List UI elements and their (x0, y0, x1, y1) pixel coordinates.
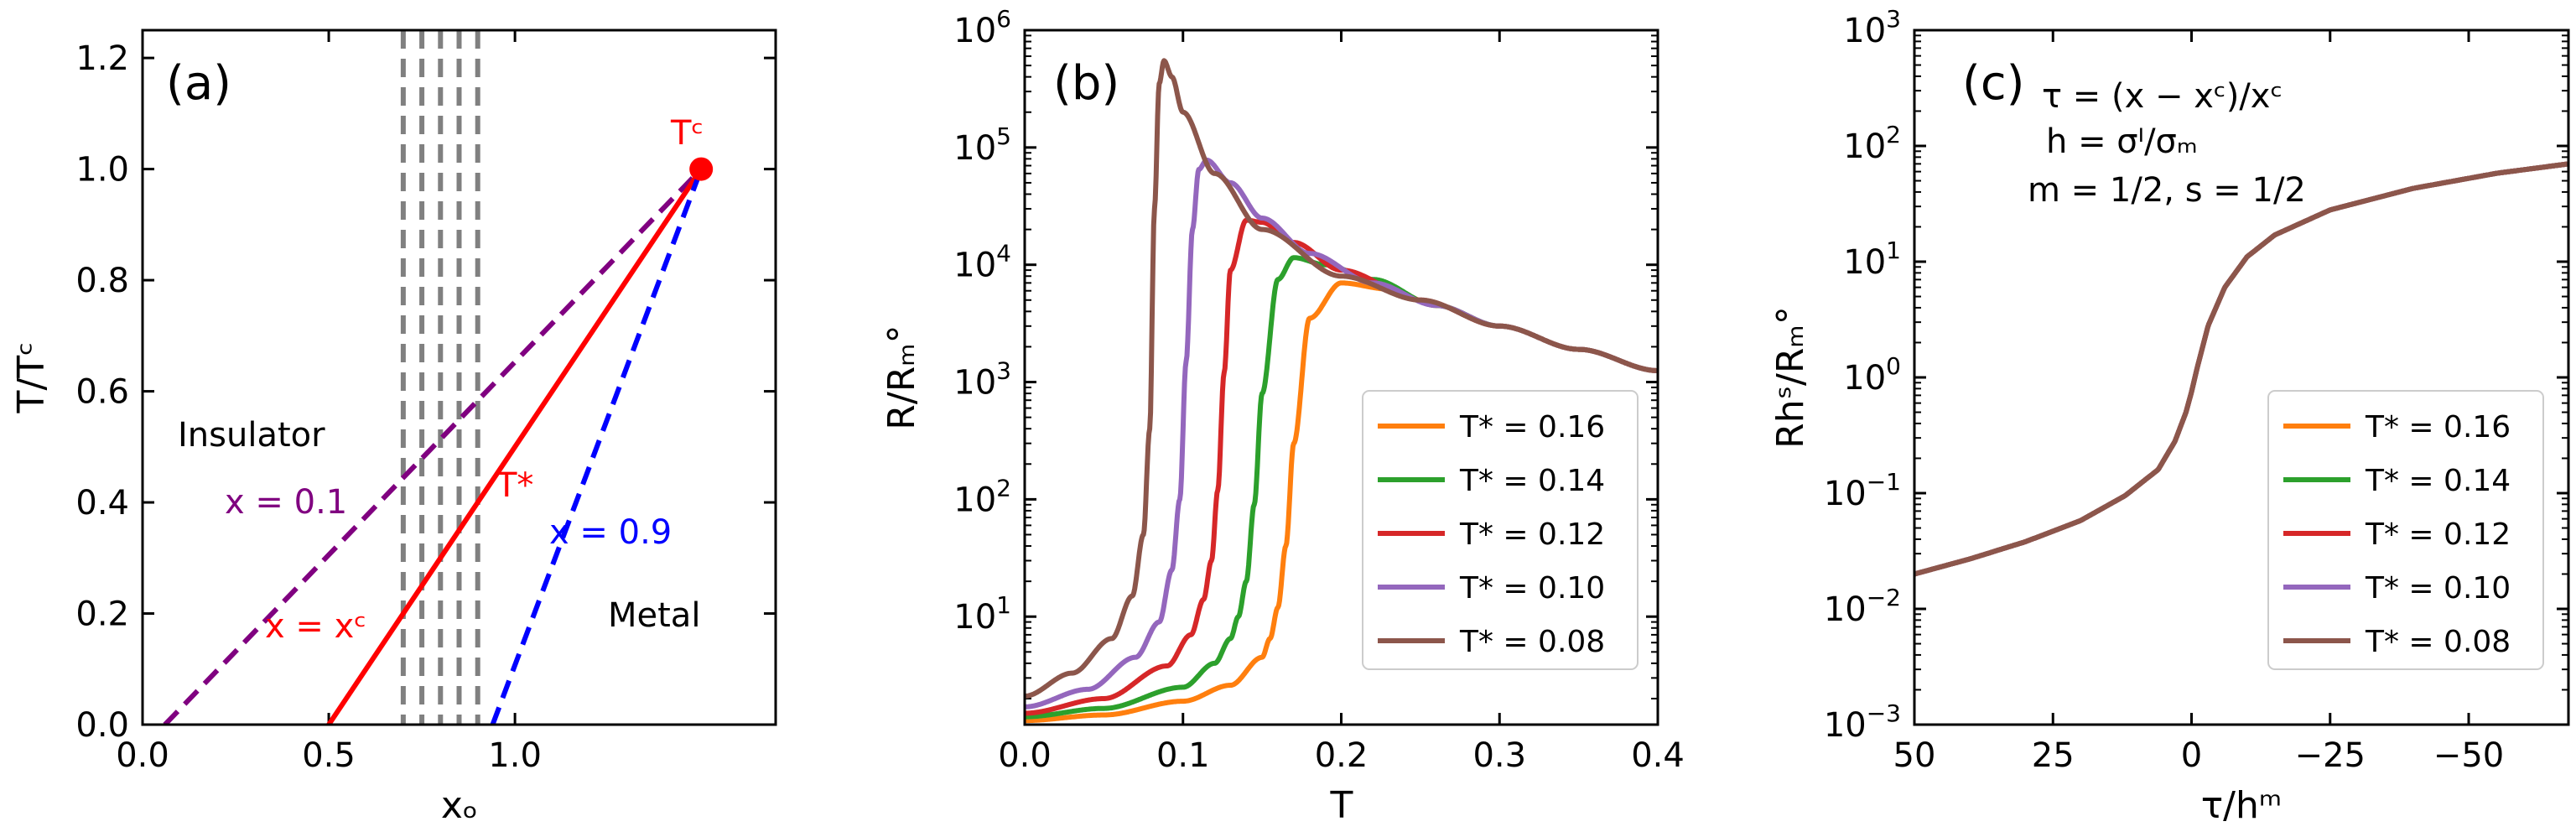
panel-c-xtick-label: −25 (2295, 736, 2366, 775)
panel-c-ytick-label: 100 (1843, 352, 1901, 398)
panel-a-xtick-label: 0.0 (116, 736, 169, 775)
panel-c-ytick-label: 101 (1843, 237, 1901, 282)
panel-c-xtick-label: 50 (1893, 736, 1936, 775)
panel-b-ticks: 0.0 0.1 0.2 0.3 0.4 101 102 103 104 105 106 (953, 5, 1685, 775)
tstar-label: T* (496, 466, 533, 505)
panel-a-ytick-label: 0.4 (75, 484, 129, 522)
panel-c-ticks: 50 25 0 −25 −50 10−3 10−2 10−1 100 101 102 103 (1824, 5, 2568, 775)
panel-b-ytick-label: 104 (953, 240, 1011, 285)
panel-b-curves (1025, 58, 1658, 724)
panel-c-frame (1913, 29, 2570, 726)
panel-b-legend: T* = 0.16 T* = 0.14 T* = 0.12 T* = 0.10 T* =… (1362, 390, 1639, 670)
panel-c-ytick-label: 10−1 (1824, 468, 1901, 513)
panel-c-ytick-label: 103 (1843, 5, 1901, 50)
panel-a-xlabel: xₒ (441, 784, 478, 827)
panel-b-legend-label: T* = 0.10 (1459, 571, 1605, 606)
panel-b-legend-label: T* = 0.14 (1459, 464, 1605, 498)
x-xc-label: x = xᶜ (265, 607, 366, 646)
equation-h: h = σᴵ/σₘ (2046, 122, 2198, 161)
line-x-0.9 (490, 168, 704, 725)
curve-tstar-0.08 (1025, 58, 1658, 699)
panel-c-ylabel: Rhˢ/Rₘ° (1769, 306, 1812, 449)
panel-b-legend-label: T* = 0.16 (1459, 410, 1605, 444)
panel-b-ytick-label: 102 (953, 474, 1011, 519)
critical-point-tc (689, 157, 714, 181)
panel-c-ytick-label: 10−2 (1824, 584, 1901, 629)
panel-c-legend: T* = 0.16 T* = 0.14 T* = 0.12 T* = 0.10 T* =… (2267, 390, 2544, 670)
panel-a-ylabel: T/Tᶜ (10, 342, 53, 414)
panel-c-ytick-label: 102 (1843, 121, 1901, 166)
line-x-xc (326, 167, 704, 725)
x-0.9-label: x = 0.9 (549, 513, 672, 552)
panel-a-xtick-label: 0.5 (302, 736, 356, 775)
panel-c-legend-label: T* = 0.10 (2365, 571, 2511, 606)
panel-b-legend-box (1362, 390, 1639, 670)
panel-c-legend-label: T* = 0.14 (2365, 464, 2511, 498)
panel-c-legend-label: T* = 0.08 (2365, 625, 2511, 659)
panel-a-frame (141, 29, 777, 726)
insulator-label: Insulator (178, 416, 325, 455)
panel-b-ytick-label: 105 (953, 122, 1011, 168)
line-x-0.1 (163, 167, 704, 725)
panel-c-xtick-label: −50 (2433, 736, 2504, 775)
panel-a-ytick-label: 1.2 (75, 39, 129, 78)
panel-b-legend-label: T* = 0.12 (1459, 517, 1605, 552)
panel-b-xtick-label: 0.2 (1315, 736, 1368, 775)
panel-c-xlabel: τ/hᵐ (2201, 784, 2283, 827)
panel-b-ylabel: R/Rₘ° (880, 325, 923, 429)
panel-a-ytick-label: 0.6 (75, 373, 129, 412)
panel-a-ytick-label: 0.2 (75, 595, 129, 634)
panel-a-xtick-label: 1.0 (488, 736, 542, 775)
panel-c-xtick-label: 0 (2181, 736, 2202, 775)
panel-c-label: (c) (1962, 56, 2024, 111)
panel-b-xtick-label: 0.0 (998, 736, 1052, 775)
panel-a-ytick-label: 0.0 (75, 706, 129, 745)
panel-a-ytick-label: 1.0 (75, 151, 129, 190)
panel-c-xtick-label: 25 (2032, 736, 2075, 775)
tc-label: Tᶜ (670, 114, 704, 153)
panel-b-ytick-label: 106 (953, 5, 1011, 50)
panel-a-ticks: 0.0 0.5 1.0 0.0 0.2 0.4 0.6 0.8 1.0 1.2 (75, 30, 776, 775)
panel-b-ytick-label: 103 (953, 357, 1011, 403)
panel-c-legend-label: T* = 0.12 (2365, 517, 2511, 552)
panel-b-xlabel: T (1330, 784, 1353, 827)
equation-m-s: m = 1/2, s = 1/2 (2028, 171, 2306, 210)
panel-c-legend-box (2267, 390, 2544, 670)
panel-c-curves (1914, 161, 2568, 577)
collapsed-curve-5 (1914, 161, 2568, 577)
panel-b-ytick-label: 101 (953, 591, 1011, 637)
panel-b-xtick-label: 0.1 (1156, 736, 1210, 775)
panel-a-vertical-dashed-lines (400, 30, 480, 725)
x-0.1-label: x = 0.1 (225, 483, 347, 522)
panel-b-label: (b) (1053, 56, 1119, 111)
panel-b-xtick-label: 0.4 (1631, 736, 1685, 775)
panel-b-legend-label: T* = 0.08 (1459, 625, 1605, 659)
panel-b-xtick-label: 0.3 (1472, 736, 1526, 775)
panel-b: 0.0 0.1 0.2 0.3 0.4 101 102 103 104 105 106 (b) T*… (880, 5, 1685, 827)
equation-tau: τ = (x − xᶜ)/xᶜ (2042, 77, 2283, 116)
metal-label: Metal (608, 596, 700, 635)
panel-a-ytick-label: 0.8 (75, 262, 129, 300)
panel-a: 0.0 0.5 1.0 0.0 0.2 0.4 0.6 0.8 1.0 1.2 (a) Tᶜ In… (10, 29, 777, 827)
panel-a-label: (a) (166, 56, 231, 111)
panel-c-ytick-label: 10−3 (1824, 699, 1901, 745)
panel-c-legend-label: T* = 0.16 (2365, 410, 2511, 444)
panel-b-frame (1023, 29, 1659, 726)
